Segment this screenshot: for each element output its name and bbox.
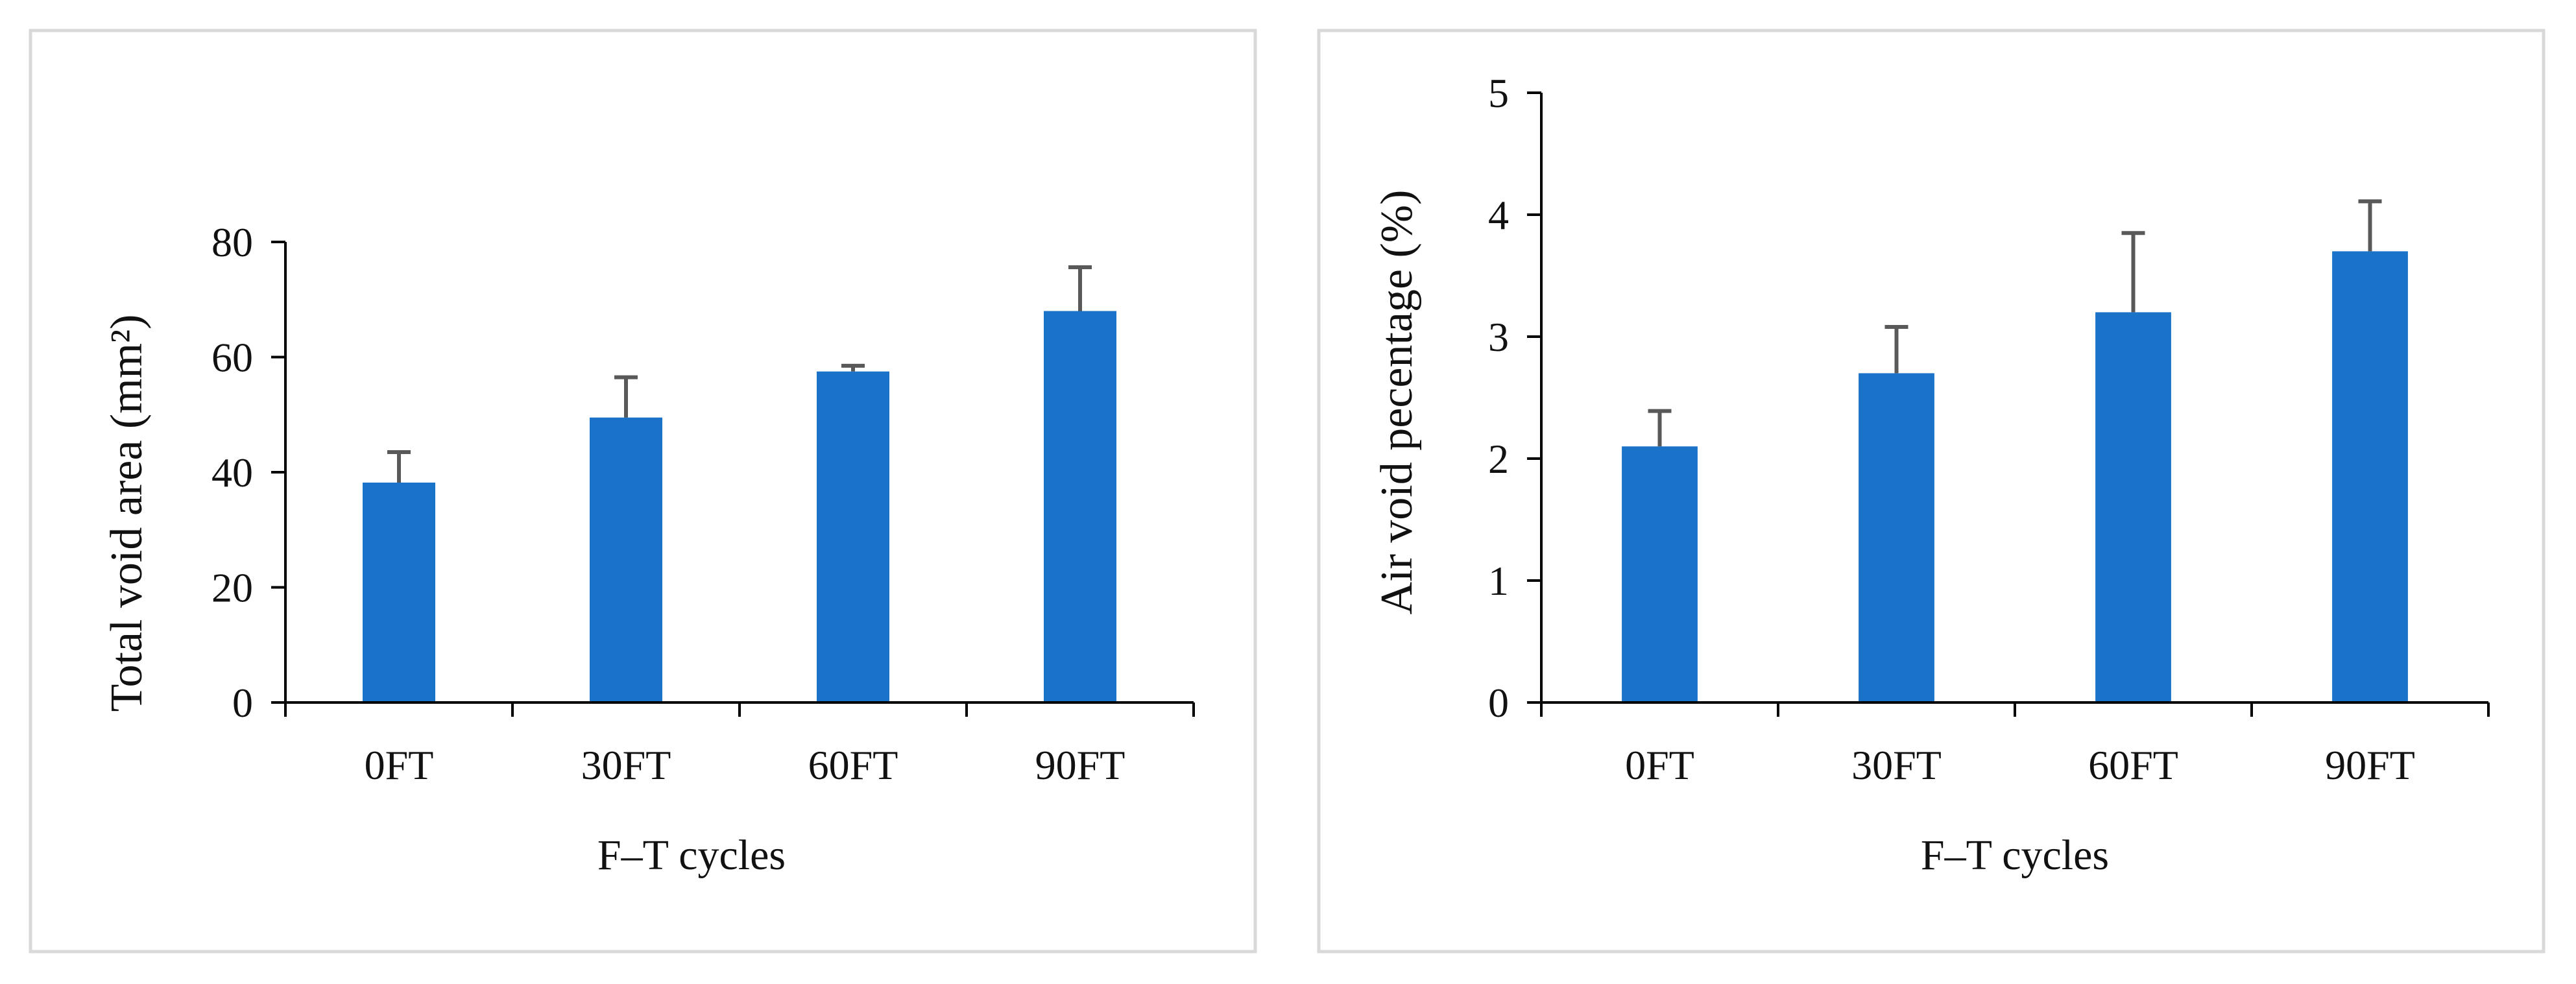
x-tick-label: 90FT (1035, 742, 1125, 788)
y-tick-label: 60 (211, 335, 253, 381)
y-tick-label: 3 (1488, 314, 1509, 360)
y-axis-label: Air void pecentage (%) (1372, 190, 1422, 615)
bar-30FT (1859, 373, 1934, 702)
bar-60FT (817, 371, 889, 702)
bar-90FT (2332, 251, 2408, 702)
error-bar-30FT (614, 375, 638, 418)
bar-0FT (1622, 446, 1698, 702)
y-tick-label: 5 (1488, 70, 1509, 116)
y-tick-label: 2 (1488, 436, 1509, 482)
error-bar-0FT (1648, 409, 1672, 447)
y-axis-label: Total void area (mm²) (102, 315, 152, 712)
error-bar-90FT (2358, 199, 2382, 252)
error-bar-60FT (2121, 231, 2145, 313)
y-tick-label: 0 (232, 680, 253, 726)
chart-panel-total-void-area: 0FT 30FT 60FT 90FT 0 20 40 60 80 F–T cycles Tota… (29, 29, 1257, 954)
x-tick-label: 90FT (2325, 742, 2415, 788)
y-tick-label: 40 (211, 450, 253, 496)
chart-total-void-area: 0FT 30FT 60FT 90FT 0 20 40 60 80 F–T cycles Tota… (29, 29, 1257, 954)
x-tick-label: 60FT (808, 742, 898, 788)
x-tick-label: 30FT (581, 742, 671, 788)
chart-air-void-percentage: 0FT 30FT 60FT 90FT 0 1 2 3 4 5 F–T cycles Air voi… (1317, 29, 2546, 954)
y-tick-label: 0 (1488, 680, 1509, 726)
x-tick-label: 0FT (1625, 742, 1694, 788)
x-axis-label: F–T cycles (597, 832, 786, 879)
error-bar-90FT (1068, 265, 1092, 311)
bar-30FT (590, 417, 662, 702)
error-bar-60FT (841, 363, 865, 372)
chart-panel-air-void-percentage: 0FT 30FT 60FT 90FT 0 1 2 3 4 5 F–T cycles Air voi… (1288, 0, 2576, 984)
x-tick-label: 30FT (1851, 742, 1942, 788)
bar-0FT (363, 482, 435, 702)
y-tick-label: 80 (211, 219, 253, 265)
y-tick-label: 4 (1488, 192, 1509, 238)
x-axis-label: F–T cycles (1921, 832, 2109, 879)
x-tick-label: 60FT (2088, 742, 2178, 788)
bar-60FT (2095, 312, 2171, 702)
error-bar-0FT (387, 450, 411, 483)
bar-90FT (1044, 311, 1116, 702)
x-tick-label: 0FT (365, 742, 434, 788)
y-tick-label: 1 (1488, 558, 1509, 604)
error-bar-30FT (1884, 324, 1908, 374)
y-tick-label: 20 (211, 565, 253, 611)
